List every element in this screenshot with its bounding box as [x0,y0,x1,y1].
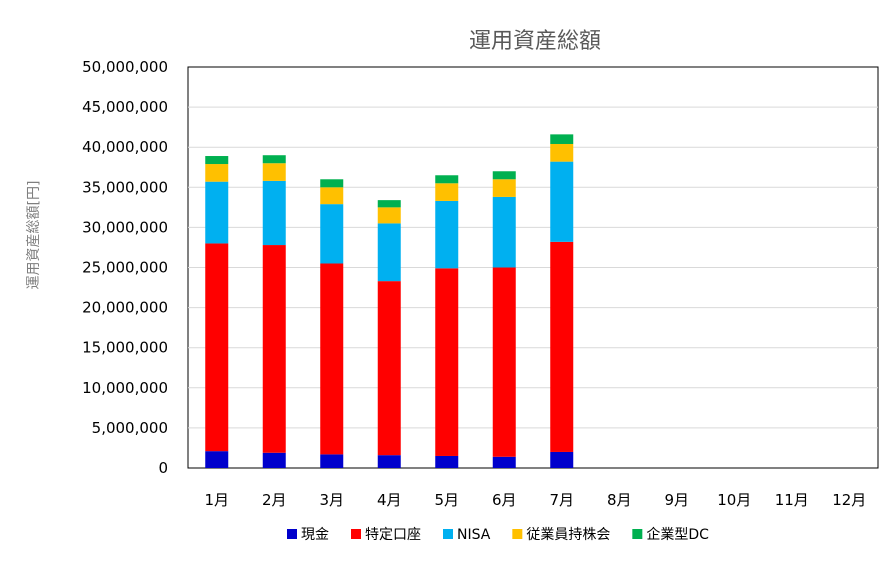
x-tick-label: 9月 [664,491,689,509]
bar-segment-0 [550,451,574,468]
y-tick-label: 30,000,000 [82,218,168,236]
legend-label: 特定口座 [365,527,421,543]
x-tick-label: 5月 [434,491,459,509]
x-tick-label: 3月 [319,491,344,509]
x-tick-label: 2月 [262,491,287,509]
legend-label: 従業員持株会 [526,527,610,543]
legend-swatch [287,529,297,539]
bar-segment-2 [377,223,401,282]
y-tick-label: 0 [158,459,168,477]
legend-swatch [632,529,643,539]
bar-segment-0 [492,456,516,468]
bar-segment-3 [550,143,574,162]
bar-segment-0 [320,454,344,468]
bar-segment-0 [262,452,286,468]
bar-segment-2 [492,196,516,268]
bar-segment-3 [377,207,401,224]
bar-segment-1 [205,243,229,452]
bar-segment-3 [435,183,459,201]
bar-segment-1 [550,241,574,452]
y-tick-label: 35,000,000 [82,178,168,196]
legend: 現金 特定口座 NISA 従業員持株会 企業型DC [287,526,709,543]
bar-segment-4 [492,171,516,180]
y-tick-label: 15,000,000 [82,339,168,357]
x-tick-label: 7月 [549,491,574,509]
legend-swatch [443,529,453,539]
x-tick-label: 12月 [832,491,866,509]
bar-segment-4 [262,155,286,164]
x-tick-label: 1月 [204,491,229,509]
bar-segment-2 [262,180,286,246]
bar-segment-0 [377,455,401,468]
bars [205,134,574,468]
bar-segment-3 [262,163,286,181]
bar-segment-4 [320,179,344,188]
y-tick-label: 25,000,000 [82,259,168,277]
y-tick-label: 45,000,000 [82,98,168,116]
bar-segment-3 [492,179,516,197]
bar-segment-0 [205,451,229,468]
bar-segment-3 [320,187,344,205]
bar-segment-1 [320,263,344,455]
bar-segment-2 [550,161,574,242]
gridlines [188,106,878,429]
bar-segment-2 [435,200,459,269]
bar-segment-3 [205,164,229,182]
x-tick-label: 8月 [607,491,632,509]
y-axis-label: 運用資産総額[円] [26,181,42,290]
y-tick-label: 10,000,000 [82,379,168,397]
bar-segment-1 [377,281,401,456]
x-tick-labels: 1月 2月 3月 4月 5月 6月 7月 8月 9月 10月 11月 12月 [204,491,866,509]
x-tick-label: 11月 [775,491,809,509]
x-tick-label: 6月 [492,491,517,509]
bar-segment-4 [550,134,574,144]
legend-label: 企業型DC [646,526,709,543]
bar-segment-1 [262,245,286,453]
x-tick-label: 10月 [717,491,751,509]
y-tick-label: 50,000,000 [82,58,168,76]
bar-segment-4 [435,175,459,184]
x-tick-label: 4月 [377,491,402,509]
chart-title: 運用資産総額 [469,29,601,54]
y-tick-label: 40,000,000 [82,138,168,156]
y-tick-label: 5,000,000 [92,419,168,437]
legend-label: 現金 [301,527,329,543]
legend-swatch [512,529,523,539]
bar-segment-1 [435,268,459,456]
y-tick-labels: 0 5,000,000 10,000,000 15,000,000 20,000,000… [82,58,168,477]
bar-segment-2 [320,204,344,264]
bar-segment-4 [377,200,401,208]
y-tick-label: 20,000,000 [82,299,168,317]
bar-segment-1 [492,267,516,457]
bar-segment-0 [435,455,459,468]
legend-swatch [351,529,361,539]
bar-segment-4 [205,156,229,165]
legend-label: NISA [457,527,491,543]
bar-segment-2 [205,181,229,244]
